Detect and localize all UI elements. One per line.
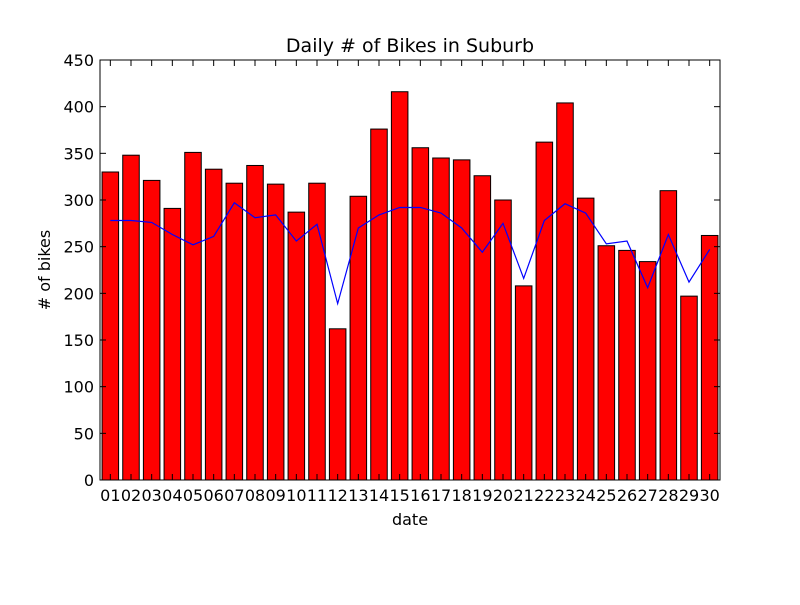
x-axis-label: date xyxy=(392,510,428,529)
x-tick-label-29: 29 xyxy=(679,486,699,505)
x-tick-label-20: 20 xyxy=(493,486,513,505)
bar-14 xyxy=(370,128,388,481)
x-tick-label-10: 10 xyxy=(286,486,306,505)
bar-24 xyxy=(576,197,595,481)
x-tick-label-12: 12 xyxy=(327,486,347,505)
bar-30 xyxy=(700,234,719,481)
y-tick-label-150: 150 xyxy=(63,331,94,350)
bar-09 xyxy=(266,183,285,481)
bar-27 xyxy=(638,261,657,481)
bar-17 xyxy=(432,157,450,481)
x-tick-label-17: 17 xyxy=(431,486,451,505)
bar-21 xyxy=(514,285,533,481)
x-tick-label-14: 14 xyxy=(369,486,389,505)
x-tick-label-24: 24 xyxy=(575,486,595,505)
bar-08 xyxy=(246,164,264,481)
bar-07 xyxy=(225,182,244,481)
x-tick-label-15: 15 xyxy=(389,486,409,505)
bar-16 xyxy=(411,147,430,481)
x-tick-label-06: 06 xyxy=(203,486,223,505)
trend-line xyxy=(110,201,711,306)
x-tick-label-04: 04 xyxy=(162,486,182,505)
x-tick-label-05: 05 xyxy=(183,486,203,505)
x-tick-label-28: 28 xyxy=(658,486,678,505)
plot-background xyxy=(100,60,720,480)
x-tick-label-25: 25 xyxy=(596,486,616,505)
x-tick-label-27: 27 xyxy=(637,486,657,505)
x-tick-label-02: 02 xyxy=(121,486,141,505)
y-tick-label-100: 100 xyxy=(63,378,94,397)
bar-25 xyxy=(597,245,616,481)
x-tick-label-16: 16 xyxy=(410,486,430,505)
x-tick-label-01: 01 xyxy=(100,486,120,505)
x-tick-label-08: 08 xyxy=(245,486,265,505)
x-tick-label-13: 13 xyxy=(348,486,368,505)
y-tick-label-300: 300 xyxy=(63,191,94,210)
x-tick-label-11: 11 xyxy=(307,486,327,505)
x-tick-label-07: 07 xyxy=(224,486,244,505)
x-tick-label-19: 19 xyxy=(472,486,492,505)
bar-06 xyxy=(204,168,223,481)
bar-04 xyxy=(163,207,182,481)
bars-layer xyxy=(101,91,719,481)
bar-26 xyxy=(618,249,636,481)
x-tick-label-09: 09 xyxy=(265,486,285,505)
trend-line-layer xyxy=(110,201,711,306)
x-tick-label-18: 18 xyxy=(451,486,471,505)
bar-20 xyxy=(494,199,512,481)
bar-18 xyxy=(452,159,471,481)
chart-title: Daily # of Bikes in Suburb xyxy=(286,35,534,57)
y-tick-label-450: 450 xyxy=(63,51,94,70)
plot-frame xyxy=(99,59,721,481)
y-tick-label-400: 400 xyxy=(63,98,94,117)
bar-13 xyxy=(349,195,368,481)
x-tick-label-22: 22 xyxy=(534,486,554,505)
y-tick-label-250: 250 xyxy=(63,238,94,257)
bar-22 xyxy=(535,141,554,481)
y-tick-label-0: 0 xyxy=(84,471,94,490)
bar-02 xyxy=(122,154,140,481)
y-axis-label: # of bikes xyxy=(35,230,54,310)
bar-05 xyxy=(184,151,202,481)
bar-19 xyxy=(473,175,492,481)
bar-11 xyxy=(308,182,326,481)
x-tick-label-30: 30 xyxy=(699,486,719,505)
x-tick-label-03: 03 xyxy=(141,486,161,505)
y-tick-label-50: 50 xyxy=(74,424,94,443)
bar-10 xyxy=(287,211,306,481)
y-tick-label-200: 200 xyxy=(63,284,94,303)
x-tick-label-21: 21 xyxy=(513,486,533,505)
x-tick-label-23: 23 xyxy=(555,486,575,505)
bar-23 xyxy=(556,102,574,481)
bar-12 xyxy=(328,328,347,481)
bar-29 xyxy=(680,295,698,481)
bar-15 xyxy=(390,91,409,481)
y-tick-label-350: 350 xyxy=(63,144,94,163)
x-tick-label-26: 26 xyxy=(617,486,637,505)
